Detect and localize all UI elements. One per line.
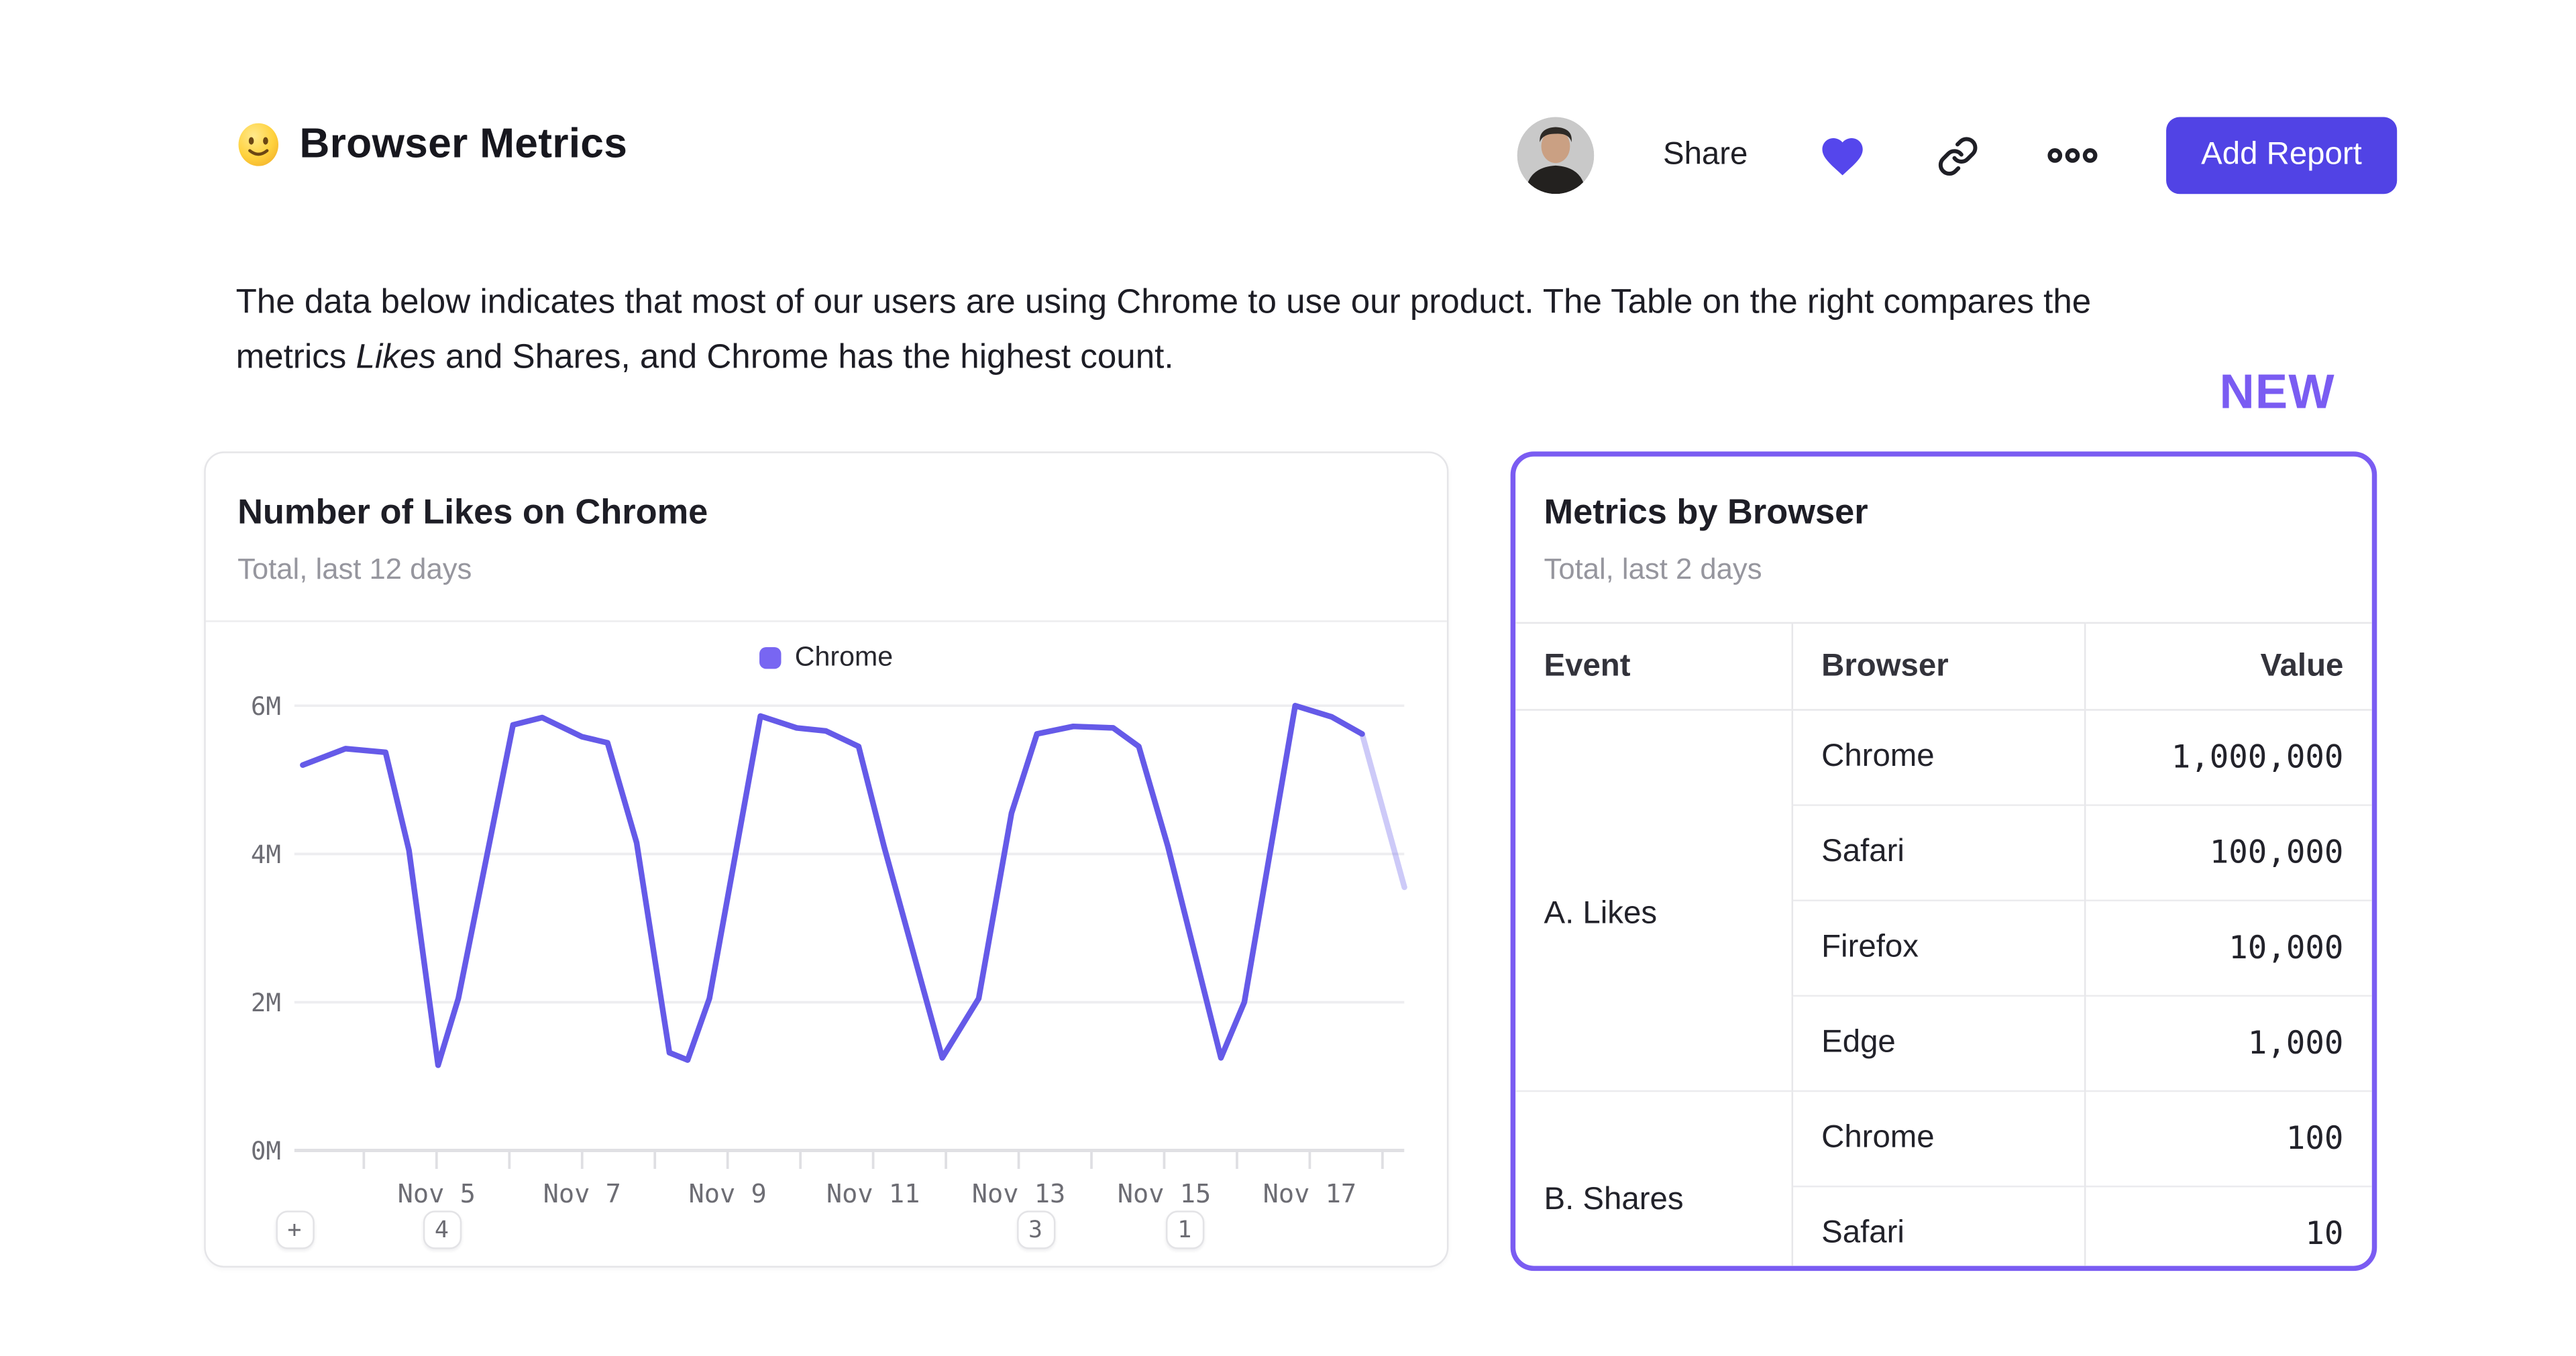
browser-cell: Chrome: [1791, 709, 2086, 805]
column-header-browser: Browser: [1791, 622, 2086, 711]
value-cell: 100,000: [2084, 804, 2372, 901]
svg-text:Nov 11: Nov 11: [826, 1179, 920, 1209]
svg-text:4M: 4M: [251, 840, 281, 869]
legend-label-chrome: Chrome: [794, 642, 894, 673]
annotation-count-badge[interactable]: 4: [422, 1210, 462, 1249]
event-cell: B. Shares: [1515, 1090, 1792, 1266]
svg-text:Nov 7: Nov 7: [543, 1179, 621, 1209]
share-button[interactable]: Share: [1662, 137, 1748, 172]
table-card-subtitle: Total, last 2 days: [1544, 551, 1762, 585]
svg-text:0M: 0M: [251, 1136, 281, 1166]
likes-line-chart: Chrome 0M 2M 4M 6M Nov 5 Nov 7 Nov 9 Nov 11 Nov …: [205, 620, 1447, 1266]
value-cell: 1,000,000: [2084, 709, 2372, 805]
chart-legend[interactable]: Chrome: [206, 642, 1447, 674]
description-line2-end: and Shares, and Chrome has the highest c…: [435, 337, 1174, 377]
metrics-table: Event Browser Value A. Likes Chrome 1,00…: [1515, 622, 2372, 1266]
table-card-title: Metrics by Browser: [1544, 493, 1868, 532]
favorite-heart-icon[interactable]: [1817, 131, 1868, 180]
likes-chart-card: Number of Likes on Chrome Total, last 12…: [204, 451, 1449, 1268]
svg-text:Nov 13: Nov 13: [972, 1179, 1066, 1209]
smiley-emoji-icon: [238, 123, 278, 166]
add-report-button[interactable]: Add Report: [2165, 117, 2398, 194]
table-row: Safari 100,000: [1515, 804, 2372, 901]
description-text: The data below indicates that most of ou…: [236, 274, 2411, 385]
table-header-row: Event Browser Value: [1515, 622, 2372, 711]
svg-text:Nov 15: Nov 15: [1118, 1179, 1212, 1209]
table-row: Edge 1,000: [1515, 995, 2372, 1092]
annotation-count-badge[interactable]: 3: [1016, 1210, 1055, 1249]
avatar[interactable]: [1517, 117, 1595, 194]
value-cell: 10,000: [2084, 899, 2372, 996]
browser-cell: Safari: [1791, 1185, 2086, 1266]
table-row: B. Shares Chrome 100: [1515, 1090, 2372, 1266]
table-row: A. Likes Chrome 1,000,000: [1515, 709, 2372, 1092]
value-cell: 10: [2084, 1185, 2372, 1266]
table-row: Safari 10: [1515, 1185, 2372, 1266]
page-title: Browser Metrics: [299, 120, 628, 168]
likes-chart-svg: 0M 2M 4M 6M Nov 5 Nov 7 Nov 9 Nov 11 Nov 13 Nov 1…: [251, 691, 1407, 1209]
column-header-value: Value: [2084, 622, 2372, 711]
value-cell: 100: [2084, 1090, 2372, 1187]
header-actions: Share Add Report: [1517, 114, 2398, 198]
link-icon: [1938, 136, 1978, 175]
chart-card-subtitle: Total, last 12 days: [237, 551, 472, 585]
value-cell: 1,000: [2084, 995, 2372, 1092]
copy-link-icon[interactable]: [1937, 135, 1978, 176]
browser-cell: Firefox: [1791, 899, 2086, 996]
description-line1: The data below indicates that most of ou…: [235, 282, 2092, 321]
add-annotation-button[interactable]: +: [275, 1210, 314, 1249]
page-title-row: Browser Metrics: [236, 121, 628, 169]
svg-text:Nov 5: Nov 5: [398, 1179, 476, 1209]
chart-card-header: Number of Likes on Chrome Total, last 12…: [206, 453, 1447, 620]
event-cell: A. Likes: [1515, 709, 1792, 1092]
svg-text:6M: 6M: [251, 691, 281, 721]
ellipsis-icon: [2047, 148, 2098, 163]
browser-cell: Chrome: [1791, 1090, 2086, 1187]
more-options-icon[interactable]: [2047, 146, 2098, 166]
metrics-table-card: Metrics by Browser Total, last 2 days Ev…: [1510, 451, 2377, 1272]
description-italic-word: Likes: [356, 337, 436, 377]
new-badge: NEW: [2219, 366, 2335, 420]
annotation-count-badge[interactable]: 1: [1165, 1210, 1204, 1249]
svg-text:Nov 17: Nov 17: [1263, 1179, 1357, 1209]
legend-swatch-chrome: [759, 646, 782, 669]
chart-card-title: Number of Likes on Chrome: [237, 493, 708, 532]
browser-cell: Edge: [1791, 995, 2086, 1092]
browser-cell: Safari: [1791, 804, 2086, 901]
column-header-event: Event: [1515, 622, 1792, 711]
svg-text:2M: 2M: [251, 988, 281, 1017]
table-row: Firefox 10,000: [1515, 899, 2372, 996]
heart-icon: [1822, 137, 1863, 175]
axis-annotation-layer: +4 3 1: [206, 622, 1447, 1266]
svg-text:Nov 9: Nov 9: [689, 1179, 767, 1209]
description-line2-prefix: metrics: [235, 337, 356, 377]
table-card-header: Metrics by Browser Total, last 2 days: [1515, 457, 2372, 622]
